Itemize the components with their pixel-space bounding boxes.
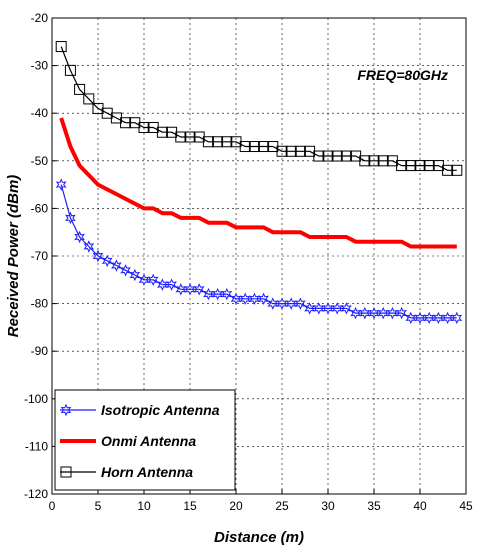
data-point	[239, 141, 251, 153]
y-tick-label: -100	[24, 392, 48, 406]
y-tick-label: -120	[24, 487, 48, 501]
data-point	[92, 249, 104, 263]
data-point	[138, 121, 150, 133]
x-tick-label: 0	[49, 499, 56, 513]
y-tick-label: -80	[31, 297, 49, 311]
data-point	[212, 136, 224, 148]
data-point	[258, 292, 269, 306]
data-point	[405, 160, 417, 172]
data-point	[83, 93, 95, 105]
x-tick-label: 40	[413, 499, 427, 513]
legend-label: Onmi Antenna	[101, 433, 196, 449]
legend-marker	[60, 403, 72, 417]
data-point	[129, 268, 141, 282]
legend-label: Horn Antenna	[101, 464, 193, 480]
data-point	[258, 141, 270, 153]
data-point	[55, 178, 67, 191]
data-point	[359, 155, 371, 167]
series-1	[59, 117, 457, 249]
y-tick-label: -60	[31, 201, 49, 215]
data-point	[414, 160, 426, 172]
data-point	[175, 131, 187, 143]
data-point	[423, 160, 435, 172]
axis-ticks: 0 5 10 15 20 25 30 35 40 45 -20 -30 -40 -50 -60 -70 -80 -…	[24, 11, 473, 513]
data-point	[74, 83, 86, 95]
data-point	[396, 160, 408, 172]
x-tick-label: 15	[183, 499, 197, 513]
data-point	[451, 311, 463, 325]
series-0	[55, 178, 463, 325]
data-point	[120, 117, 132, 129]
data-point	[55, 41, 67, 53]
x-tick-label: 10	[137, 499, 151, 513]
data-point	[341, 302, 352, 315]
frequency-annotation: FREQ=80GHz	[357, 67, 448, 83]
legend: Isotropic Antenna Onmi Antenna Horn Antenn…	[54, 389, 236, 491]
data-point	[340, 150, 352, 162]
legend-marker	[60, 466, 72, 478]
series-layer	[55, 41, 463, 325]
data-point	[193, 283, 205, 296]
x-axis-label: Distance (m)	[214, 529, 304, 546]
data-point	[111, 259, 122, 272]
data-point	[147, 273, 159, 287]
data-point	[221, 287, 233, 301]
y-tick-label: -40	[31, 106, 49, 120]
data-point	[184, 131, 196, 143]
data-point	[64, 64, 76, 76]
legend-label: Isotropic Antenna	[101, 402, 220, 418]
data-point	[322, 150, 334, 162]
data-point	[295, 297, 306, 310]
series-line	[59, 117, 457, 249]
data-point	[368, 155, 380, 167]
series-2	[55, 41, 463, 176]
data-point	[202, 136, 214, 148]
y-tick-label: -110	[25, 439, 48, 453]
data-point	[156, 126, 168, 138]
data-point	[285, 145, 297, 157]
data-point	[248, 141, 260, 153]
data-point	[83, 240, 95, 253]
y-tick-label: -20	[31, 11, 49, 25]
data-point	[442, 164, 454, 176]
data-point	[451, 164, 463, 176]
data-point	[377, 155, 389, 167]
data-point	[313, 150, 325, 162]
data-point	[120, 264, 131, 277]
data-point	[294, 145, 306, 157]
data-point	[276, 145, 288, 157]
data-point	[221, 136, 233, 148]
y-tick-label: -90	[31, 344, 49, 358]
x-tick-label: 35	[367, 499, 381, 513]
y-tick-label: -70	[31, 249, 49, 263]
data-point	[74, 230, 85, 244]
data-point	[166, 278, 177, 291]
y-tick-label: -50	[31, 154, 49, 168]
data-point	[331, 150, 343, 162]
data-point	[65, 211, 76, 225]
y-axis-label: Received Power (dBm)	[5, 175, 22, 338]
x-tick-label: 25	[275, 499, 289, 513]
y-tick-label: -30	[31, 59, 49, 73]
x-tick-label: 45	[459, 499, 473, 513]
x-tick-label: 30	[321, 499, 335, 513]
data-point	[396, 306, 407, 320]
data-point	[101, 254, 113, 268]
x-tick-label: 5	[95, 499, 102, 513]
x-tick-label: 20	[229, 499, 243, 513]
series-line	[60, 184, 457, 319]
